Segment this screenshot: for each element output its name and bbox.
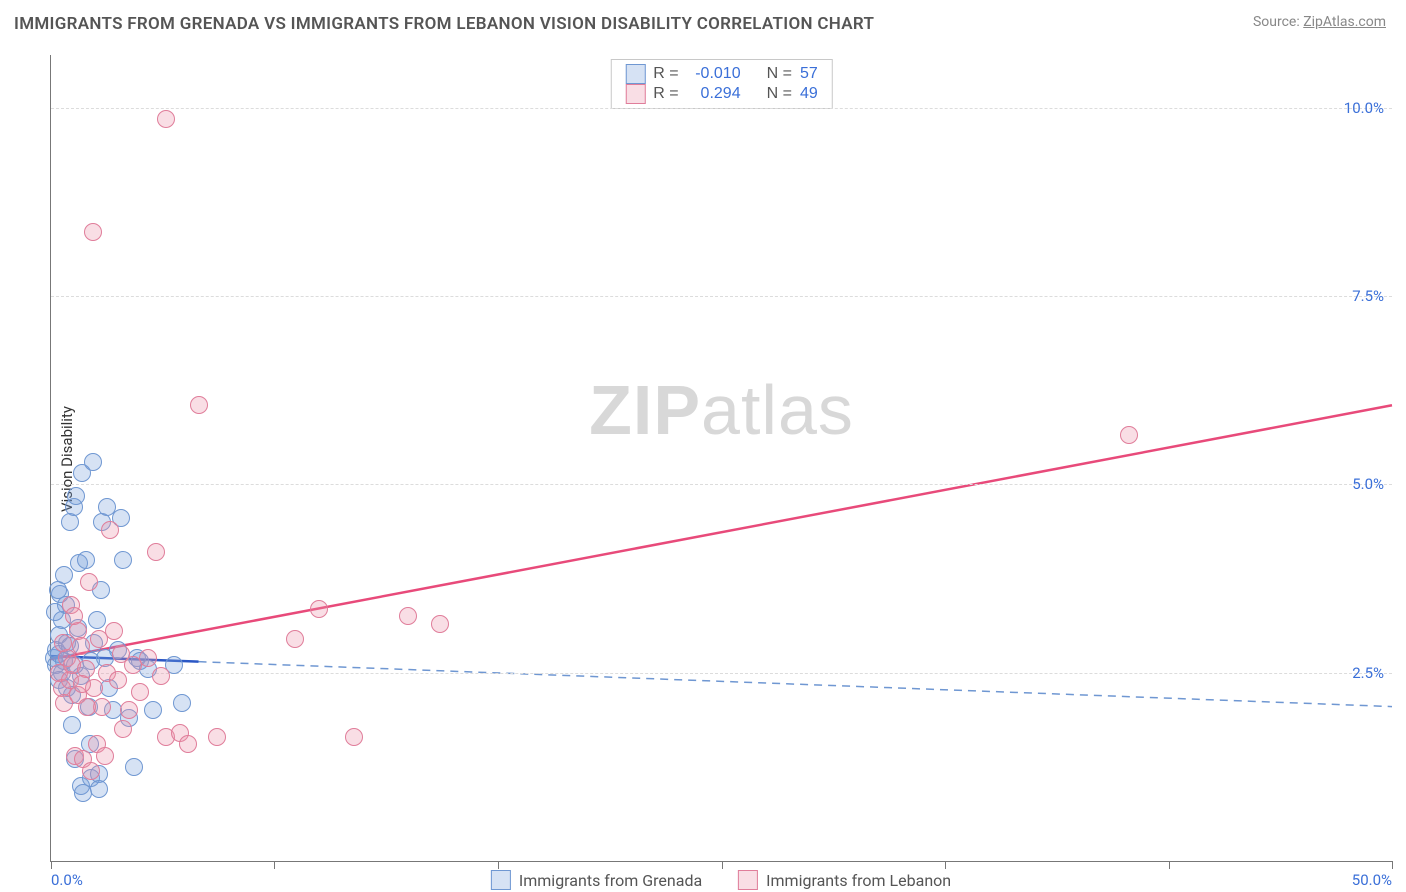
scatter-point-lebanon xyxy=(1120,426,1138,444)
scatter-point-lebanon xyxy=(157,110,175,128)
legend-stats-row-lebanon: R = 0.294 N = 49 xyxy=(625,84,817,104)
scatter-point-lebanon xyxy=(101,521,119,539)
watermark-atlas: atlas xyxy=(701,371,854,449)
legend-n-grenada: 57 xyxy=(800,65,818,83)
scatter-point-lebanon xyxy=(78,698,96,716)
scatter-point-lebanon xyxy=(73,675,91,693)
legend-n-lebanon: 49 xyxy=(800,85,818,103)
legend-r-grenada: -0.010 xyxy=(687,65,741,83)
xtick xyxy=(1392,861,1393,869)
scatter-point-lebanon xyxy=(96,747,114,765)
scatter-point-lebanon xyxy=(190,396,208,414)
xtick-label: 0.0% xyxy=(51,871,83,889)
scatter-point-grenada xyxy=(173,694,191,712)
scatter-point-grenada xyxy=(63,716,81,734)
scatter-point-lebanon xyxy=(109,671,127,689)
scatter-point-grenada xyxy=(125,758,143,776)
scatter-point-lebanon xyxy=(84,223,102,241)
xtick-label: 50.0% xyxy=(1352,871,1392,889)
gridline-h xyxy=(51,673,1392,674)
legend-r-label: R = xyxy=(653,65,678,83)
legend-swatch-grenada xyxy=(625,64,645,84)
scatter-point-grenada xyxy=(67,487,85,505)
scatter-point-lebanon xyxy=(208,728,226,746)
chart-container: Vision Disability ZIPatlas R = -0.010 N … xyxy=(50,55,1392,862)
scatter-point-lebanon xyxy=(139,649,157,667)
source-prefix: Source: xyxy=(1253,14,1303,30)
legend-swatch-grenada-bottom xyxy=(491,870,511,890)
scatter-point-lebanon xyxy=(82,762,100,780)
scatter-point-lebanon xyxy=(105,622,123,640)
ytick-label: 2.5% xyxy=(1352,664,1384,682)
scatter-point-grenada xyxy=(88,611,106,629)
legend-r-lebanon: 0.294 xyxy=(687,85,741,103)
scatter-point-lebanon xyxy=(131,683,149,701)
scatter-point-grenada xyxy=(77,551,95,569)
legend-swatch-lebanon xyxy=(625,84,645,104)
scatter-point-lebanon xyxy=(54,634,72,652)
gridline-h xyxy=(51,484,1392,485)
chart-source: Source: ZipAtlas.com xyxy=(1253,14,1386,30)
xtick xyxy=(1169,861,1170,869)
scatter-point-grenada xyxy=(61,513,79,531)
xtick xyxy=(498,861,499,869)
gridline-h xyxy=(51,108,1392,109)
legend-stats: R = -0.010 N = 57 R = 0.294 N = 49 xyxy=(610,59,832,109)
scatter-point-grenada xyxy=(84,453,102,471)
legend-label-grenada: Immigrants from Grenada xyxy=(519,871,702,890)
scatter-point-lebanon xyxy=(152,667,170,685)
xtick xyxy=(722,861,723,869)
scatter-point-lebanon xyxy=(80,573,98,591)
gridline-h xyxy=(51,296,1392,297)
scatter-point-lebanon xyxy=(310,600,328,618)
scatter-point-lebanon xyxy=(399,607,417,625)
scatter-point-lebanon xyxy=(431,615,449,633)
scatter-point-grenada xyxy=(144,701,162,719)
scatter-point-lebanon xyxy=(114,720,132,738)
regression-line-dashed-grenada xyxy=(199,662,1392,707)
scatter-point-lebanon xyxy=(345,728,363,746)
legend-swatch-lebanon-bottom xyxy=(738,870,758,890)
scatter-point-lebanon xyxy=(72,637,90,655)
legend-r-label: R = xyxy=(653,85,678,103)
ytick-label: 5.0% xyxy=(1352,475,1384,493)
xtick xyxy=(945,861,946,869)
scatter-point-lebanon xyxy=(120,701,138,719)
scatter-point-lebanon xyxy=(65,607,83,625)
legend-item-lebanon: Immigrants from Lebanon xyxy=(738,870,951,890)
legend-n-label: N = xyxy=(767,85,792,103)
xtick xyxy=(51,861,52,869)
scatter-point-lebanon xyxy=(147,543,165,561)
watermark-zip: ZIP xyxy=(589,371,701,449)
scatter-point-lebanon xyxy=(179,735,197,753)
scatter-point-lebanon xyxy=(286,630,304,648)
source-link[interactable]: ZipAtlas.com xyxy=(1303,14,1386,30)
scatter-point-grenada xyxy=(114,551,132,569)
xtick xyxy=(274,861,275,869)
watermark: ZIPatlas xyxy=(589,370,854,450)
scatter-point-grenada xyxy=(49,581,67,599)
legend-stats-row-grenada: R = -0.010 N = 57 xyxy=(625,64,817,84)
chart-title: IMMIGRANTS FROM GRENADA VS IMMIGRANTS FR… xyxy=(14,14,874,34)
regression-lines xyxy=(51,55,1392,861)
regression-line-lebanon xyxy=(51,405,1392,659)
legend-label-lebanon: Immigrants from Lebanon xyxy=(766,871,951,890)
scatter-point-grenada xyxy=(90,780,108,798)
ytick-label: 10.0% xyxy=(1344,99,1384,117)
plot-area: ZIPatlas R = -0.010 N = 57 R = 0.294 N =… xyxy=(50,55,1392,862)
ytick-label: 7.5% xyxy=(1352,287,1384,305)
legend-item-grenada: Immigrants from Grenada xyxy=(491,870,702,890)
legend-series: Immigrants from Grenada Immigrants from … xyxy=(491,870,951,890)
legend-n-label: N = xyxy=(767,65,792,83)
chart-header: IMMIGRANTS FROM GRENADA VS IMMIGRANTS FR… xyxy=(0,0,1406,42)
